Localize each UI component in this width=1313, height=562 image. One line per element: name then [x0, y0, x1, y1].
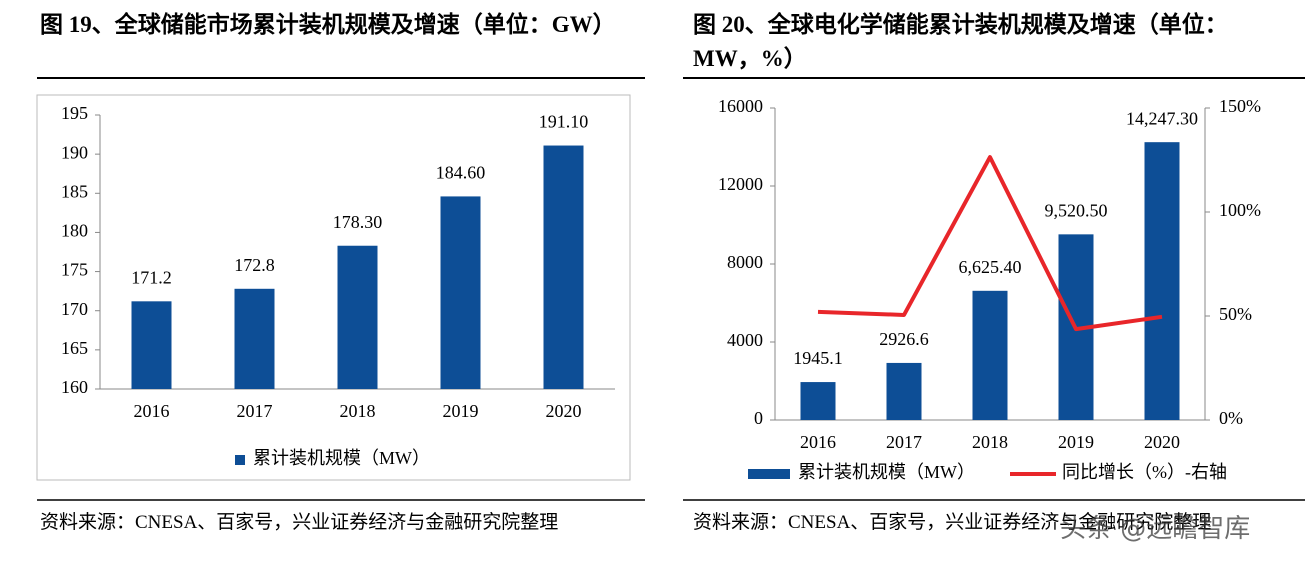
bar: [440, 196, 481, 389]
chart-title: 图 20、全球电化学储能累计装机规模及增速（单位：MW，%）: [693, 12, 1228, 71]
source-note: 资料来源：CNESA、百家号，兴业证券经济与金融研究院整理: [693, 512, 1212, 533]
y-tick-label: 0: [754, 408, 763, 428]
y2-tick-label: 50%: [1219, 304, 1252, 324]
y-tick-label: 190: [61, 142, 88, 162]
source-note: 资料来源：CNESA、百家号，兴业证券经济与金融研究院整理: [40, 512, 559, 533]
legend-swatch: [748, 469, 790, 479]
y-tick-label: 185: [61, 181, 88, 201]
value-label: 2926.6: [879, 329, 929, 349]
value-label: 178.30: [333, 212, 383, 232]
x-tick-label: 2020: [546, 401, 582, 421]
y-tick-label: 195: [61, 103, 88, 123]
value-label: 184.60: [436, 163, 486, 183]
y-tick-label: 16000: [718, 96, 763, 116]
y2-tick-label: 100%: [1219, 200, 1261, 220]
y-tick-label: 12000: [718, 174, 763, 194]
y-tick-label: 175: [61, 260, 88, 280]
y-tick-label: 165: [61, 338, 88, 358]
value-label: 171.2: [131, 267, 172, 287]
y-tick-label: 4000: [727, 330, 763, 350]
legend-label: 累计装机规模（MW）: [798, 462, 975, 482]
x-tick-label: 2016: [134, 401, 170, 421]
line-series: [817, 155, 1163, 332]
x-tick-label: 2019: [443, 401, 479, 421]
x-tick-label: 2017: [237, 401, 273, 421]
watermark: 头条 @远瞻智库: [1060, 514, 1251, 544]
value-label: 1945.1: [793, 348, 843, 368]
y-tick-label: 8000: [727, 252, 763, 272]
legend-swatch: [235, 455, 245, 465]
legend-label: 累计装机规模（MW）: [253, 448, 430, 468]
value-label: 14,247.30: [1126, 108, 1198, 128]
y2-tick-label: 0%: [1219, 408, 1243, 428]
x-tick-label: 2016: [800, 432, 836, 452]
y-tick-label: 180: [61, 221, 88, 241]
value-label: 9,520.50: [1045, 200, 1108, 220]
legend-label: 同比增长（%）-右轴: [1062, 462, 1227, 482]
bar: [234, 288, 275, 389]
chart-frame: [36, 94, 631, 481]
bar: [337, 245, 378, 389]
y2-tick-label: 150%: [1219, 96, 1261, 116]
chart-title: 图 19、全球储能市场累计装机规模及增速（单位：GW）: [40, 12, 616, 37]
x-tick-label: 2019: [1058, 432, 1094, 452]
x-tick-label: 2018: [340, 401, 376, 421]
x-tick-label: 2018: [972, 432, 1008, 452]
y-tick-label: 160: [61, 377, 88, 397]
value-label: 172.8: [234, 255, 275, 275]
value-label: 191.10: [539, 112, 589, 132]
value-label: 6,625.40: [959, 257, 1022, 277]
bar: [886, 362, 922, 420]
bar: [543, 145, 584, 389]
bar: [131, 301, 172, 389]
bar: [800, 382, 836, 420]
x-tick-label: 2020: [1144, 432, 1180, 452]
x-tick-label: 2017: [886, 432, 922, 452]
bar: [972, 290, 1008, 420]
bar: [1144, 142, 1180, 420]
y-tick-label: 170: [61, 299, 88, 319]
